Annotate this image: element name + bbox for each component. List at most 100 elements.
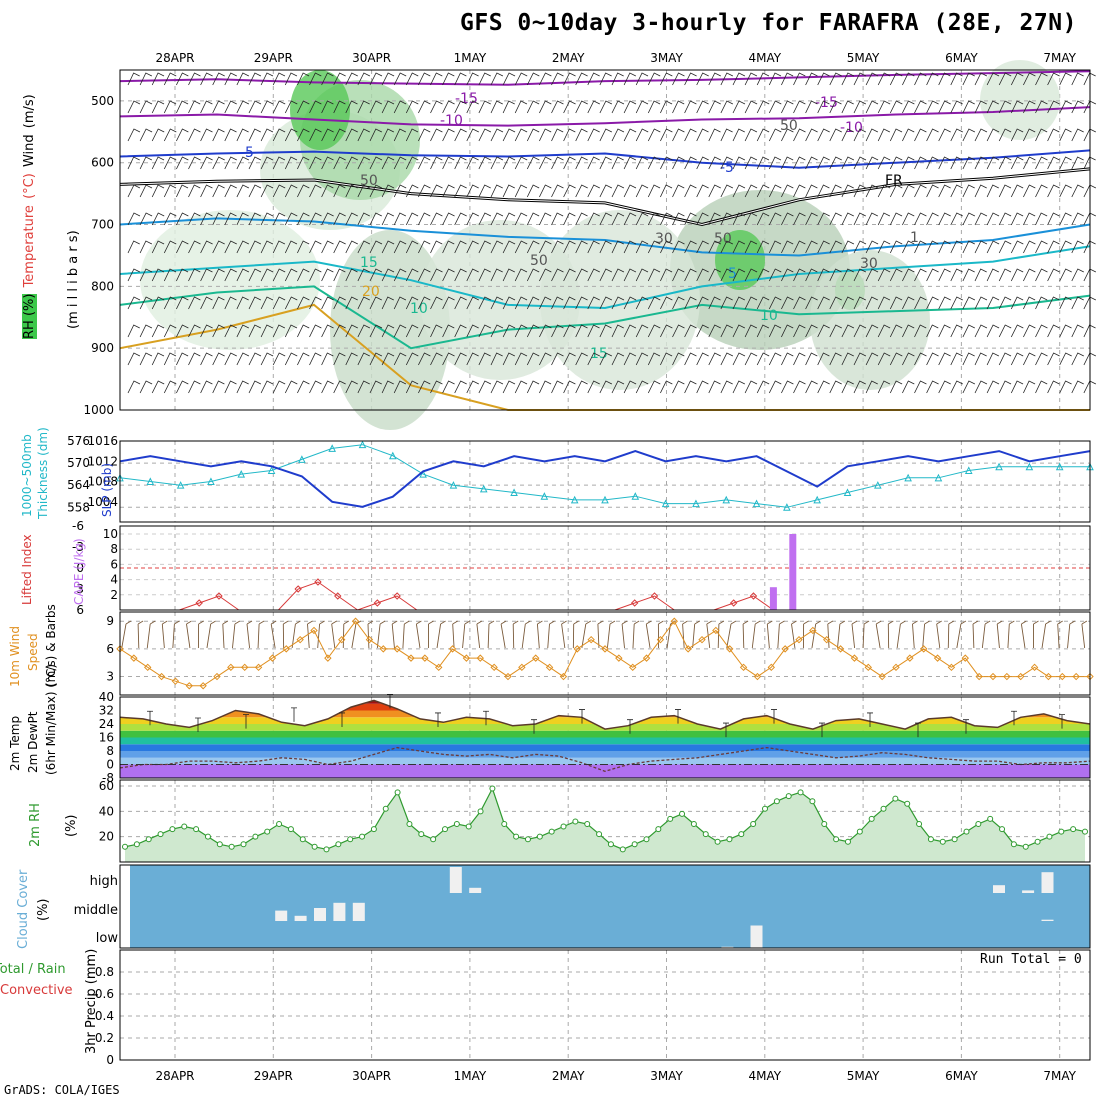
wind-barb xyxy=(248,128,261,142)
wind-barb xyxy=(478,72,491,86)
temp-band xyxy=(120,757,1090,765)
wind-barb xyxy=(684,128,697,142)
wind-barb xyxy=(272,156,286,170)
wind-barb xyxy=(139,352,153,366)
wind-barb xyxy=(188,296,201,310)
wind-barb xyxy=(889,100,903,114)
wind10-tick-label: 3 xyxy=(106,670,114,684)
date-label-bottom: 1MAY xyxy=(454,1069,487,1083)
wind-barb xyxy=(151,184,165,198)
wind-barb xyxy=(877,184,891,198)
date-label-bottom: 6MAY xyxy=(945,1069,978,1083)
wind-barb xyxy=(284,128,298,142)
contour-label: 1 xyxy=(910,230,919,246)
wind-barb xyxy=(551,268,564,282)
slp-tick-label: 1004 xyxy=(87,495,118,509)
wind-barb xyxy=(272,324,286,338)
wind-barb xyxy=(829,352,842,366)
wind-barb xyxy=(297,380,310,394)
wind-barb xyxy=(200,268,213,282)
wind-barb xyxy=(563,156,576,170)
wind-barb xyxy=(478,296,492,310)
minmax-bar xyxy=(195,717,201,732)
rh-marker xyxy=(133,841,140,848)
wind-barb xyxy=(260,352,274,366)
wind-barb xyxy=(793,100,806,114)
date-label-bottom: 2MAY xyxy=(552,1069,585,1083)
wind-barb xyxy=(914,352,927,366)
wind-barb xyxy=(345,184,358,198)
wind-barb xyxy=(333,128,346,142)
cloud-background xyxy=(130,865,1090,948)
wind-barb xyxy=(720,72,734,86)
precip-tick-label: 0 xyxy=(106,1053,114,1067)
wind-barb xyxy=(781,352,794,366)
wind-unit-label: (m/s) xyxy=(22,94,37,129)
cloud-block xyxy=(449,867,462,893)
wind-barb xyxy=(781,324,794,338)
rh-marker xyxy=(667,815,674,822)
wind-barb xyxy=(466,240,479,254)
wind-barb xyxy=(768,380,782,394)
rh-marker xyxy=(252,833,259,840)
wind-barb xyxy=(781,380,794,394)
wind-barb xyxy=(962,240,975,254)
wind-barb xyxy=(926,380,939,394)
wind-barb xyxy=(212,128,225,142)
wind-barb xyxy=(490,128,504,142)
rh-shade xyxy=(980,60,1060,140)
thickness-marker xyxy=(419,470,427,478)
wind10-barb xyxy=(777,620,785,649)
temperature-contour xyxy=(119,217,1091,257)
wind-barb xyxy=(454,212,467,226)
wind10-panel-frame xyxy=(119,611,1091,696)
wind10-marker xyxy=(795,635,803,644)
wind-barb xyxy=(889,296,903,310)
wind-barb xyxy=(829,296,842,310)
wind-barb xyxy=(744,380,758,394)
wind-barb xyxy=(950,380,963,394)
rh-marker xyxy=(323,846,330,853)
wind-barb xyxy=(345,128,358,142)
wind-barb xyxy=(587,268,600,282)
contour-label: -5 xyxy=(720,160,734,176)
wind-barb xyxy=(442,72,455,86)
wind-barb xyxy=(950,212,963,226)
wind-barb xyxy=(672,240,685,254)
wind-barb xyxy=(236,240,250,254)
wind-barb xyxy=(865,156,879,170)
wind10-marker xyxy=(116,645,124,653)
wind-barb xyxy=(962,72,975,86)
contour-label: 30 xyxy=(655,231,673,247)
contour-label: 50 xyxy=(714,231,732,247)
rh-marker xyxy=(193,826,200,833)
wind-barb xyxy=(1071,184,1084,198)
wind10-marker xyxy=(642,654,651,662)
rh-marker xyxy=(643,836,650,843)
wind-barb xyxy=(127,380,141,394)
wind-barb xyxy=(151,268,165,282)
wind-barb xyxy=(1010,156,1024,170)
rh-marker xyxy=(916,821,923,827)
wind-barb xyxy=(1023,268,1036,282)
minmax-bar xyxy=(915,722,921,738)
wind-barb xyxy=(393,380,407,394)
wind-barb xyxy=(793,380,806,394)
wind10-marker xyxy=(823,635,831,644)
wind-barb xyxy=(333,184,346,198)
thickness-label-1: 1000~500mb xyxy=(20,434,34,517)
wind-barb xyxy=(696,184,709,198)
wind-barb xyxy=(309,72,322,86)
wind10-tick-label: 9 xyxy=(106,614,114,628)
wind-barb xyxy=(163,240,177,254)
wind-barb xyxy=(345,212,358,226)
wind-barb xyxy=(575,324,588,338)
wind-barb xyxy=(684,156,697,170)
wind10-marker xyxy=(1003,672,1011,681)
wind-barb xyxy=(672,380,685,394)
wind10-marker xyxy=(241,663,249,672)
wind-barb xyxy=(950,156,963,170)
rh-marker xyxy=(524,836,531,843)
wind10-barb xyxy=(606,620,616,649)
wind-barb xyxy=(539,268,552,282)
